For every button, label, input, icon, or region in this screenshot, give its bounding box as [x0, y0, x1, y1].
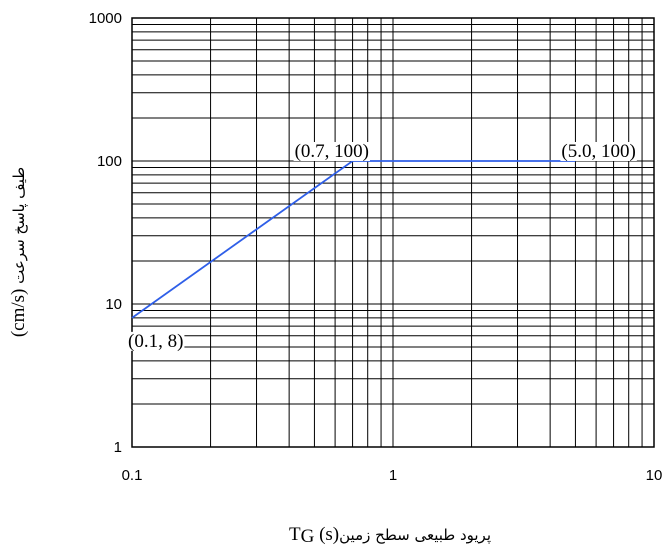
annotation-background — [293, 142, 370, 161]
annotation-background — [127, 331, 185, 351]
x-tick-label: 1 — [389, 467, 397, 484]
series-layer — [131, 160, 576, 319]
y-axis-title: (cm/s) طیف پاسخ سرعت — [8, 167, 29, 337]
series-line — [131, 160, 576, 319]
y-tick-label: 100 — [97, 153, 122, 170]
x-axis-title: TG (s)پریود طبیعی سطح زمین — [289, 524, 491, 547]
x-axis-unit: (s) — [319, 524, 339, 545]
y-tick-label: 1000 — [89, 10, 122, 27]
annotation-layer: (0.1, 8) (0.7, 100) (5.0, 100) — [127, 141, 637, 352]
annotation-label: (0.1, 8) — [128, 331, 183, 352]
grid — [131, 17, 655, 448]
annotation-label: (0.7, 100) — [295, 141, 369, 162]
annotation-background — [560, 142, 637, 161]
x-tick-label: 0.1 — [122, 467, 143, 484]
x-axis-symbol: T — [289, 524, 301, 545]
y-tick-label: 1 — [114, 439, 122, 456]
annotation-label: (5.0, 100) — [561, 141, 635, 162]
x-axis-symbol-subscript: G — [301, 526, 315, 547]
y-axis-unit: (cm/s) — [8, 289, 29, 338]
y-tick-label: 10 — [105, 296, 122, 313]
x-axis-persian-label: پریود طبیعی سطح زمین — [339, 526, 491, 545]
y-axis-persian-label: طیف پاسخ سرعت — [10, 167, 29, 284]
x-tick-label: 10 — [646, 467, 663, 484]
plot-frame — [131, 17, 655, 448]
